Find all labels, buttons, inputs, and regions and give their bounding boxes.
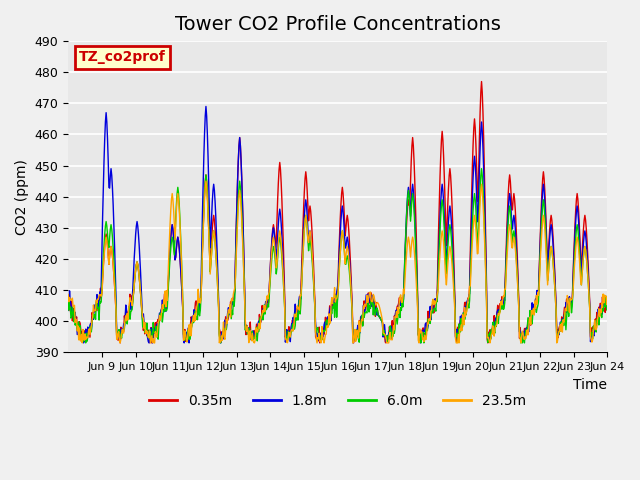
Title: Tower CO2 Profile Concentrations: Tower CO2 Profile Concentrations — [175, 15, 500, 34]
1.8m — [80, 340, 88, 346]
0.35m — [275, 180, 282, 186]
0.35m — [116, 340, 124, 346]
23.5m — [275, 232, 283, 238]
6.0m — [82, 340, 90, 346]
1.8m — [395, 302, 403, 308]
23.5m — [255, 321, 262, 326]
23.5m — [395, 311, 403, 316]
Line: 23.5m: 23.5m — [68, 181, 607, 343]
23.5m — [228, 296, 236, 301]
1.8m — [64, 308, 72, 313]
6.0m — [477, 166, 485, 171]
1.8m — [128, 297, 136, 303]
1.8m — [228, 297, 236, 303]
0.35m — [227, 302, 235, 308]
23.5m — [604, 294, 611, 300]
Text: TZ_co2prof: TZ_co2prof — [79, 50, 166, 64]
0.35m — [477, 79, 485, 84]
0.35m — [254, 328, 262, 334]
6.0m — [394, 314, 402, 320]
Line: 1.8m: 1.8m — [68, 107, 607, 343]
Legend: 0.35m, 1.8m, 6.0m, 23.5m: 0.35m, 1.8m, 6.0m, 23.5m — [143, 389, 532, 414]
1.8m — [275, 211, 283, 217]
6.0m — [275, 245, 282, 251]
0.35m — [604, 298, 611, 303]
6.0m — [604, 302, 611, 308]
1.8m — [255, 318, 262, 324]
1.8m — [202, 104, 210, 109]
0.35m — [394, 303, 402, 309]
23.5m — [64, 291, 72, 297]
6.0m — [424, 316, 432, 322]
6.0m — [128, 306, 136, 312]
1.8m — [604, 294, 611, 300]
Line: 0.35m: 0.35m — [68, 82, 607, 343]
6.0m — [64, 307, 72, 313]
0.35m — [424, 308, 432, 314]
0.35m — [64, 302, 72, 308]
23.5m — [425, 316, 433, 322]
23.5m — [128, 303, 136, 309]
Y-axis label: CO2 (ppm): CO2 (ppm) — [15, 159, 29, 235]
X-axis label: Time: Time — [573, 377, 607, 392]
6.0m — [227, 316, 235, 322]
Line: 6.0m: 6.0m — [68, 168, 607, 343]
23.5m — [78, 340, 86, 346]
6.0m — [254, 324, 262, 330]
1.8m — [425, 317, 433, 323]
23.5m — [202, 178, 210, 184]
0.35m — [128, 303, 136, 309]
